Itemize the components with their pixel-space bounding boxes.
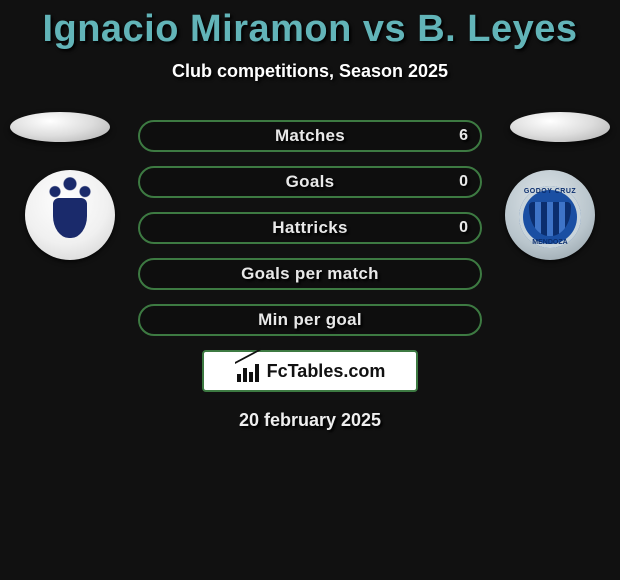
stat-label: Matches [275, 126, 345, 146]
club-badge-icon [25, 170, 115, 260]
generation-date: 20 february 2025 [0, 410, 620, 431]
player-left-club-badge [20, 170, 120, 260]
badge-top-text: GODOY CRUZ [505, 188, 595, 195]
stat-row-min-per-goal: Min per goal [138, 304, 482, 336]
player-right-club-badge: GODOY CRUZ MENDOZA [500, 170, 600, 260]
player-right-photo [510, 112, 610, 142]
page-subtitle: Club competitions, Season 2025 [0, 61, 620, 82]
stat-label: Goals [286, 172, 335, 192]
stat-row-goals-per-match: Goals per match [138, 258, 482, 290]
stat-value-right: 0 [459, 168, 468, 196]
player-left-photo [10, 112, 110, 142]
comparison-content: GODOY CRUZ MENDOZA Matches 6 Goals 0 Hat… [0, 120, 620, 431]
stat-rows: Matches 6 Goals 0 Hattricks 0 Goals per … [138, 120, 482, 336]
badge-bottom-text: MENDOZA [505, 239, 595, 246]
fctables-chart-icon [235, 360, 261, 382]
fctables-logo-text: FcTables.com [267, 361, 386, 382]
stat-row-hattricks: Hattricks 0 [138, 212, 482, 244]
stat-value-right: 6 [459, 122, 468, 150]
stat-row-goals: Goals 0 [138, 166, 482, 198]
club-badge-icon: GODOY CRUZ MENDOZA [505, 170, 595, 260]
page-title: Ignacio Miramon vs B. Leyes [0, 0, 620, 51]
stat-row-matches: Matches 6 [138, 120, 482, 152]
stat-label: Min per goal [258, 310, 362, 330]
stat-label: Goals per match [241, 264, 379, 284]
fctables-link[interactable]: FcTables.com [202, 350, 418, 392]
stat-value-right: 0 [459, 214, 468, 242]
stat-label: Hattricks [272, 218, 347, 238]
